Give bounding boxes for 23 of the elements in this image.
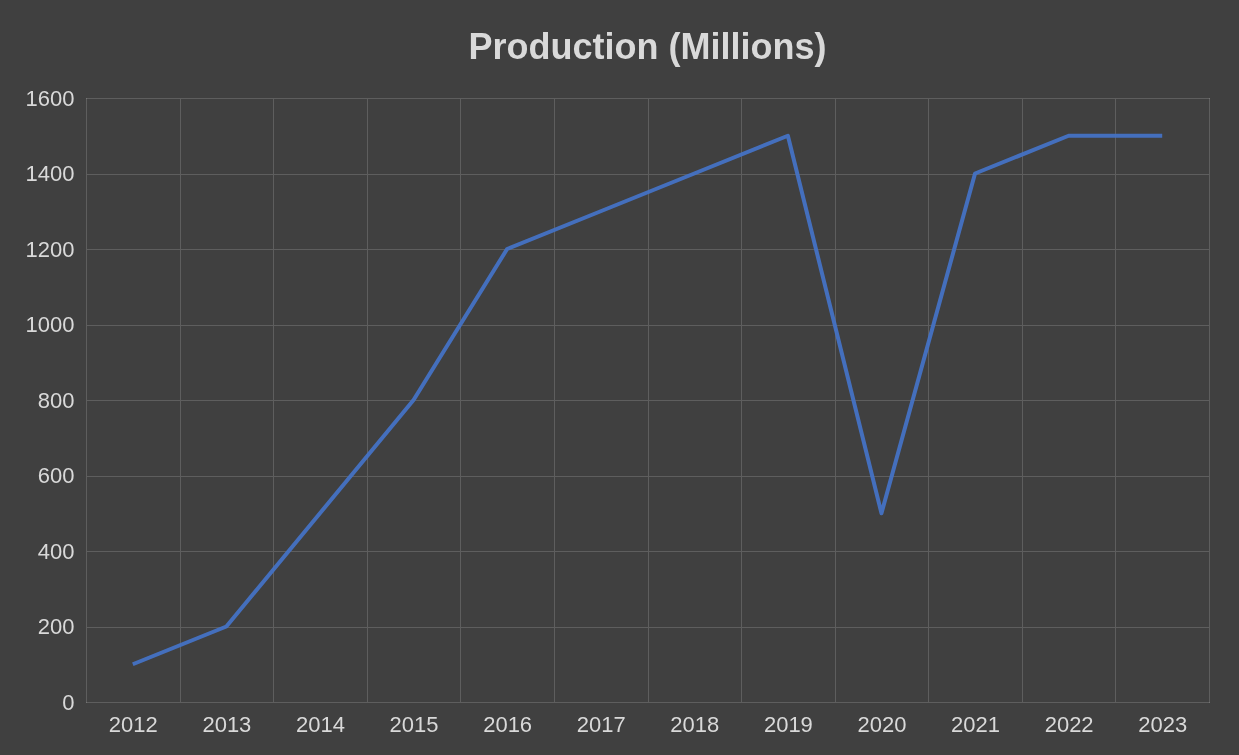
y-tick-label: 1600: [25, 85, 75, 111]
y-tick-label: 200: [37, 614, 75, 639]
x-tick-label: 2022: [1044, 711, 1094, 737]
x-tick-label: 2017: [576, 711, 626, 737]
x-tick-label: 2014: [295, 711, 345, 737]
x-tick-label: 2013: [202, 711, 252, 737]
y-tick-label: 800: [37, 387, 75, 413]
x-tick-label: 2015: [389, 711, 439, 737]
chart-title: Production (Millions): [468, 26, 827, 67]
x-tick-label: 2021: [951, 711, 1001, 737]
line-series: [130, 133, 1165, 667]
y-tick-label: 400: [37, 538, 75, 564]
x-tick-label: 2020: [857, 711, 907, 737]
y-tick-label: 0: [62, 689, 75, 715]
y-tick-label: 1400: [25, 161, 75, 186]
y-tick-label: 1200: [25, 236, 75, 262]
y-tick-label: 1000: [25, 312, 75, 337]
x-tick-label: 2018: [670, 711, 720, 737]
x-tick-label: 2016: [483, 711, 533, 737]
x-tick-label: 2012: [108, 711, 158, 737]
y-tick-label: 600: [37, 463, 75, 488]
x-tick-label: 2023: [1138, 711, 1188, 737]
x-tick-label: 2019: [763, 711, 813, 737]
